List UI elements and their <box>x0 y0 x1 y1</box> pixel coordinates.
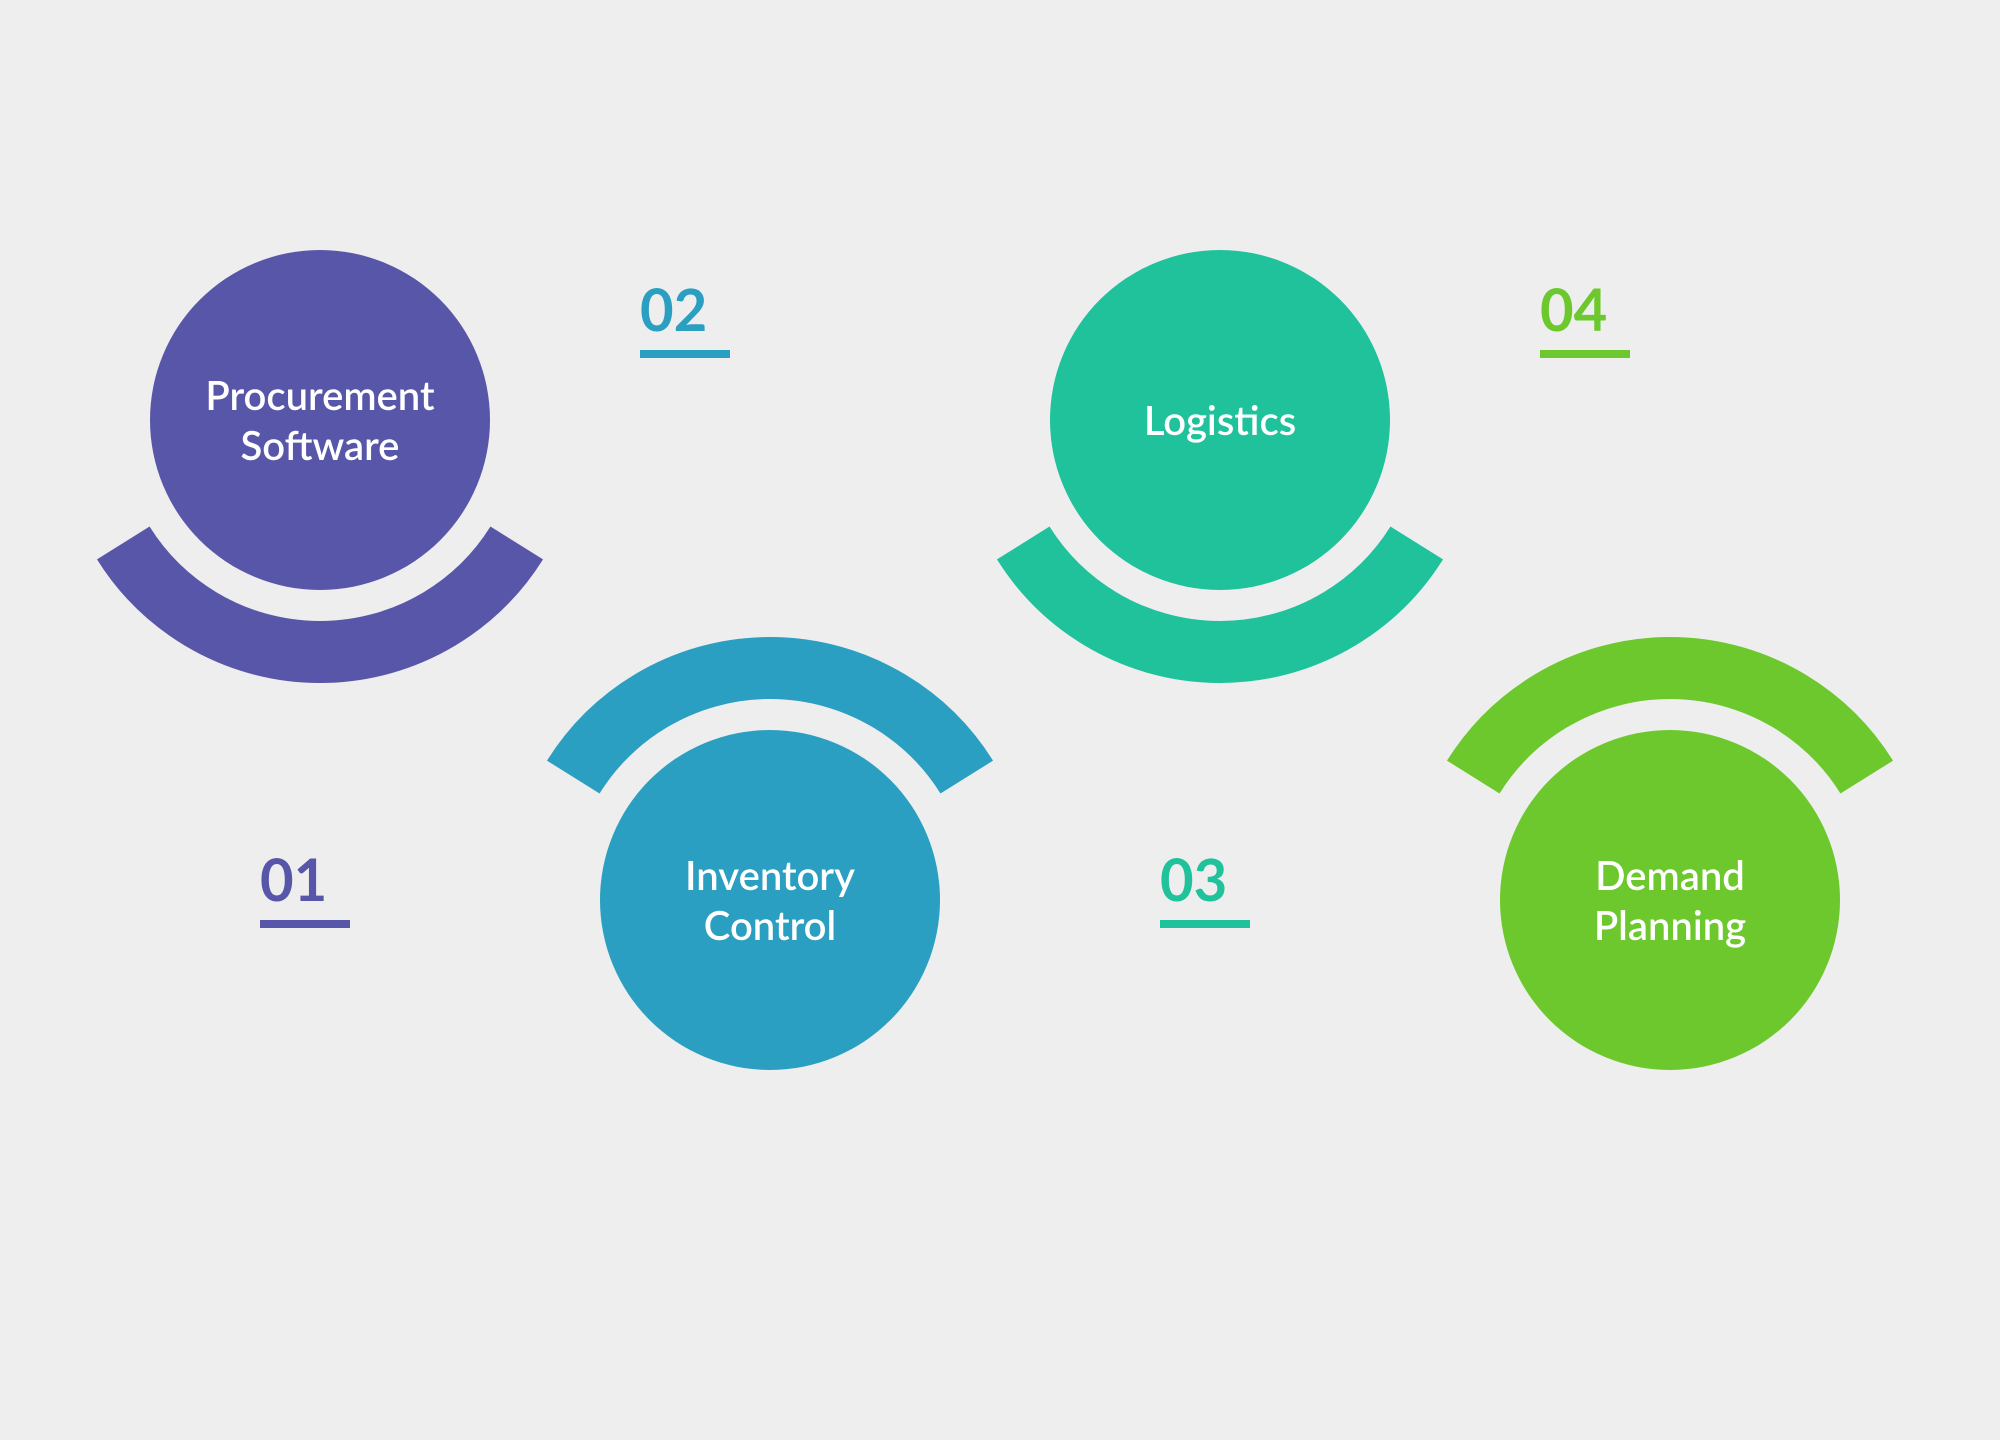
infographic-canvas: Procurement Software01Inventory Control0… <box>0 0 2000 1440</box>
step-4-label: Demand Planning <box>1594 850 1746 950</box>
step-4-number: 04 <box>1540 275 1630 358</box>
step-4-arc <box>0 0 2000 1440</box>
step-4-circle: Demand Planning <box>1500 730 1840 1070</box>
step-4-number-underline <box>1540 350 1630 358</box>
step-4-number-text: 04 <box>1540 275 1630 344</box>
